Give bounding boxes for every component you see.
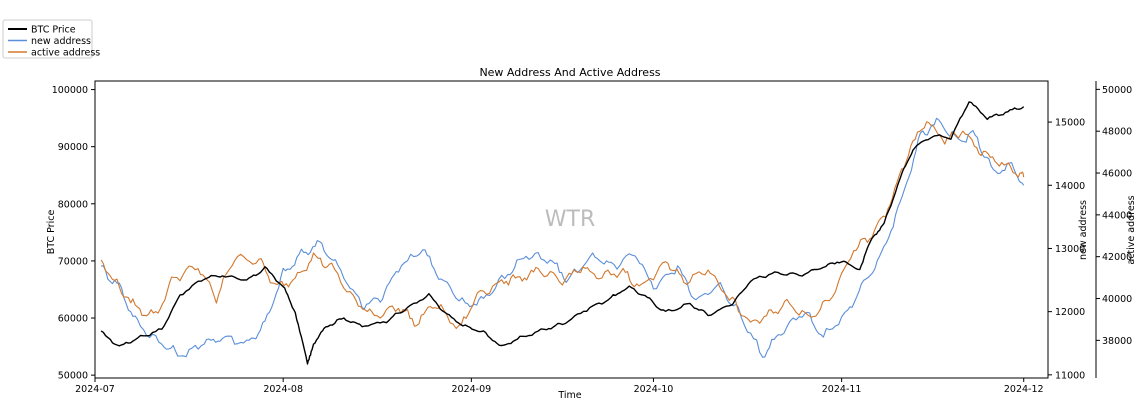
left-axis-label: BTC Price [46,210,57,255]
new-address-axis: 11000 12000 13000 14000 15000 [1048,118,1085,381]
active-address-tick-label: 48000 [1102,127,1132,138]
new-address-tick-label: 14000 [1055,181,1085,192]
x-tick-label: 2024-12 [1004,384,1044,395]
active-address-tick-label: 44000 [1102,210,1132,221]
chart-title: New Address And Active Address [479,66,660,79]
series-line-active-address [100,121,1025,330]
plot-area [94,80,1049,379]
x-axis: 2024-07 2024-08 2024-09 2024-10 2024-11 2024-… [75,378,1044,395]
left-tick-label: 60000 [58,314,88,325]
x-tick-label: 2024-07 [75,384,115,395]
active-address-tick-label: 42000 [1102,252,1132,263]
left-tick-label: 100000 [52,85,88,96]
active-address-tick-label: 38000 [1102,336,1132,347]
left-tick-label: 90000 [58,142,88,153]
x-tick-label: 2024-09 [451,384,491,395]
legend-label-active-address: active address [31,48,100,59]
series-line-btc-price [100,101,1025,365]
left-tick-label: 80000 [58,199,88,210]
active-address-axis-label: active address [1126,195,1137,264]
new-address-tick-label: 12000 [1055,307,1085,318]
legend-label-new-address: new address [31,36,91,47]
series-line-new-address [100,117,1025,358]
new-address-tick-label: 13000 [1055,244,1085,255]
new-address-axis-label: new address [1078,200,1089,260]
left-tick-label: 70000 [58,256,88,267]
left-tick-label: 50000 [58,371,88,382]
active-address-tick-label: 46000 [1102,169,1132,180]
new-address-tick-label: 15000 [1055,118,1085,129]
new-address-tick-label: 11000 [1055,370,1085,381]
plot-frame [94,80,1049,379]
active-address-tick-label: 40000 [1102,294,1132,305]
x-tick-label: 2024-11 [822,384,862,395]
x-tick-label: 2024-10 [634,384,674,395]
legend-label-btc-price: BTC Price [31,25,76,36]
active-address-axis: 38000 40000 42000 44000 46000 48000 50000 [1095,81,1132,378]
left-axis: 50000 60000 70000 80000 90000 100000 [52,85,95,382]
x-axis-label: Time [557,390,581,401]
active-address-tick-label: 50000 [1102,85,1132,96]
watermark: WTR [545,207,595,232]
x-tick-label: 2024-08 [263,384,303,395]
